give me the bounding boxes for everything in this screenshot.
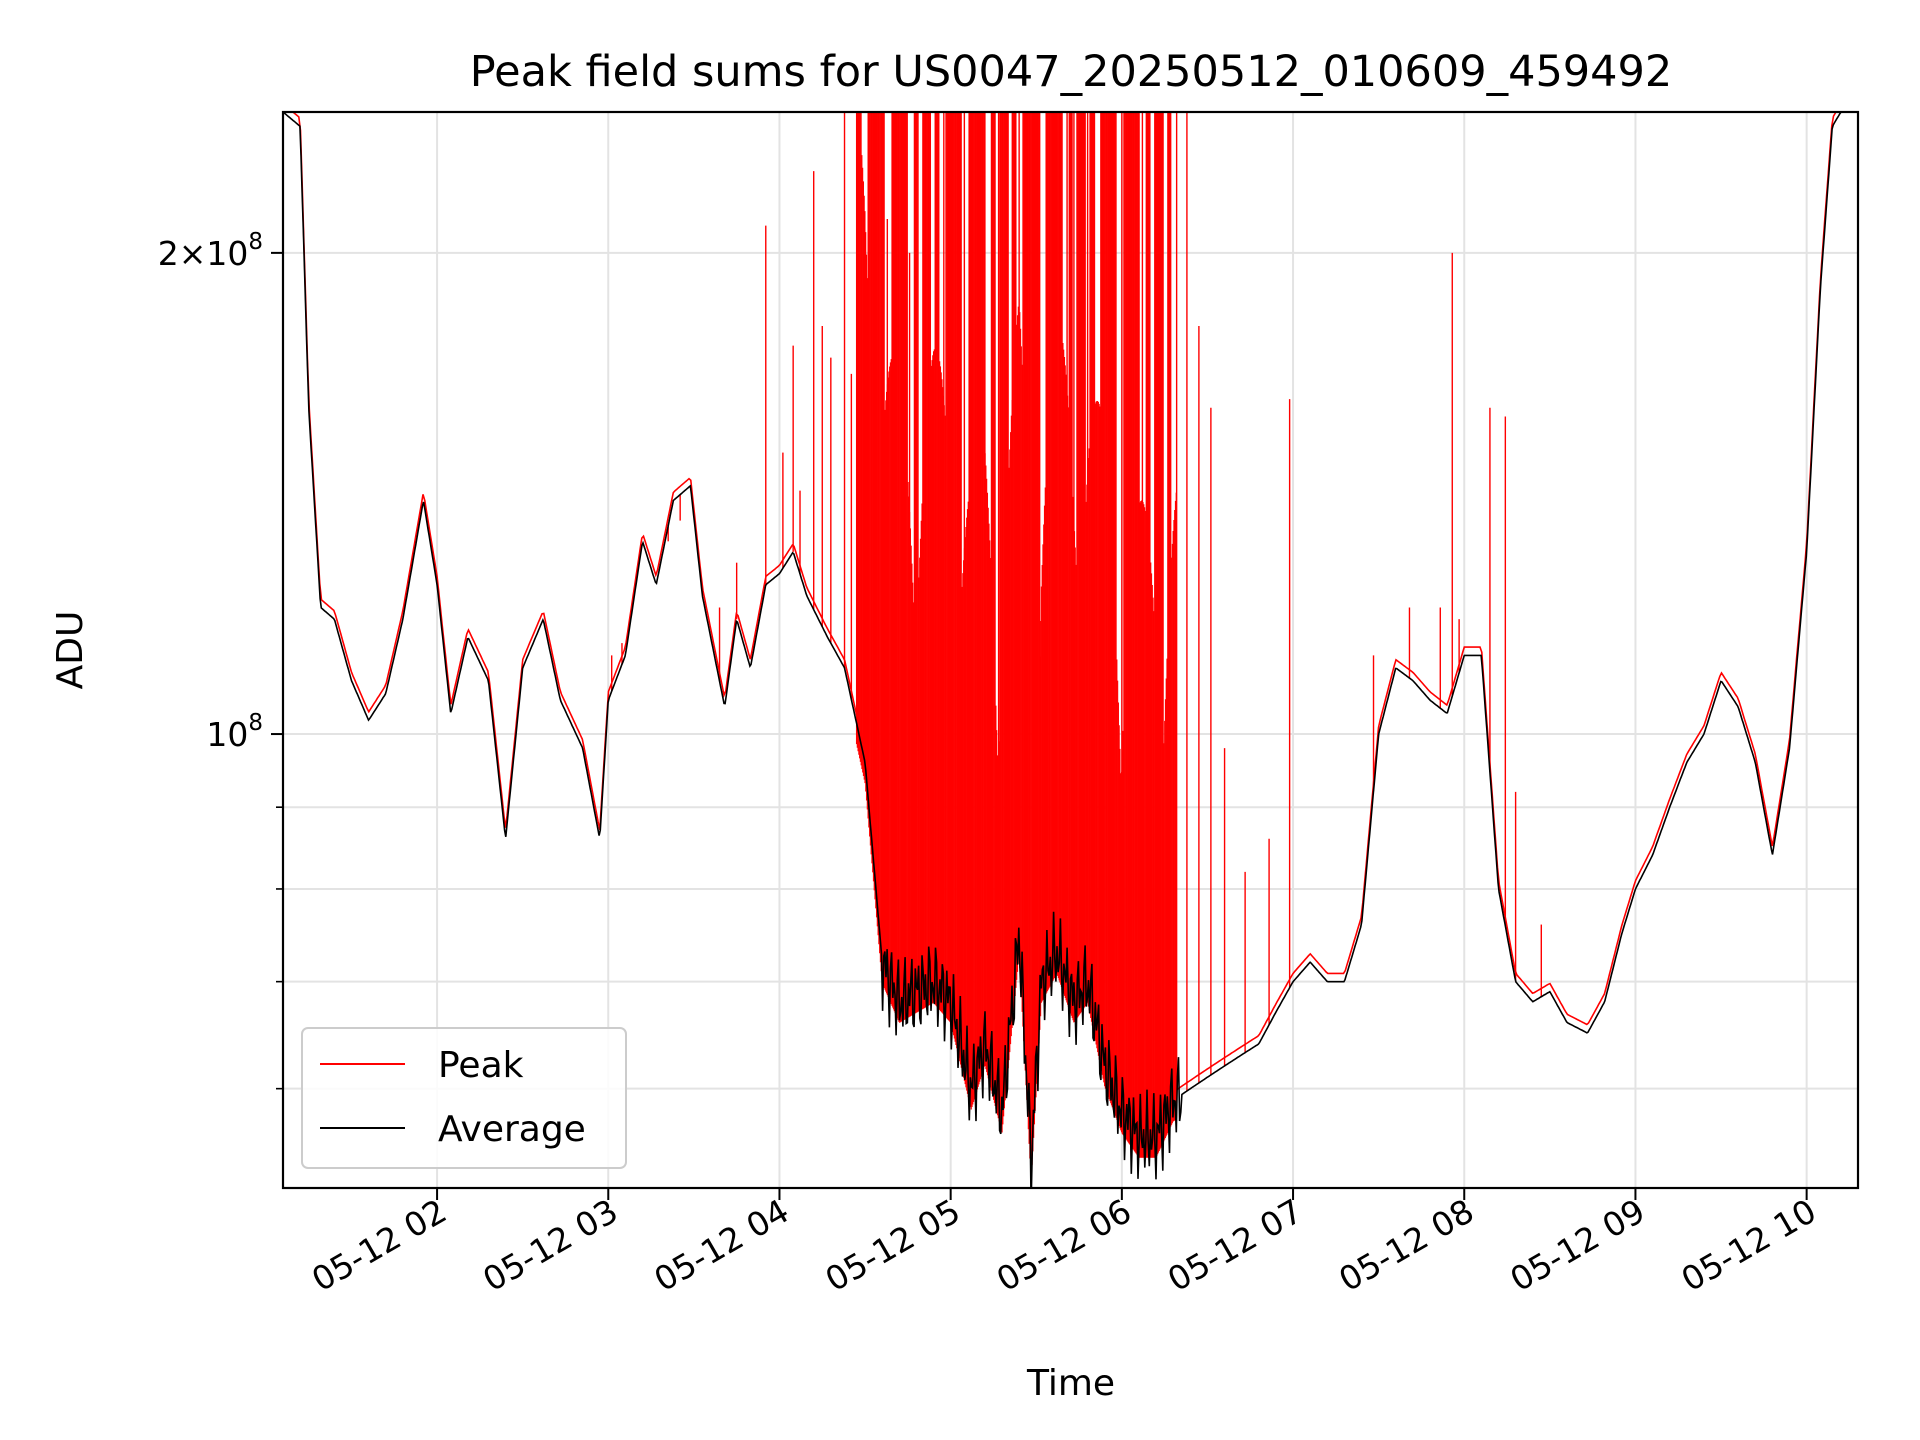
x-tick-label: 05-12 02	[305, 1191, 453, 1299]
x-tick-label: 05-12 05	[819, 1191, 967, 1299]
legend-label-average: Average	[438, 1109, 586, 1150]
y-tick-label: 108	[206, 710, 263, 754]
series-line-average	[283, 112, 1858, 1188]
x-tick-label: 05-12 04	[647, 1191, 795, 1299]
x-tick-label: 05-12 03	[476, 1191, 624, 1299]
x-tick-label: 05-12 06	[990, 1191, 1138, 1299]
x-tick-label: 05-12 08	[1332, 1191, 1480, 1299]
y-axis-label: ADU	[50, 611, 91, 690]
chart-title: Peak field sums for US0047_20250512_0106…	[470, 47, 1673, 97]
x-axis-label: Time	[1026, 1363, 1115, 1404]
x-tick-label: 05-12 09	[1503, 1191, 1651, 1299]
plot-area	[283, 112, 1858, 1188]
legend: Peak Average	[301, 1027, 627, 1169]
x-axis: 05-12 02 05-12 03 05-12 04 05-12 05 05-12 06…	[305, 1188, 1823, 1299]
legend-label-peak: Peak	[438, 1045, 524, 1086]
y-tick-label: 2×108	[158, 229, 263, 273]
peak-dense-band	[855, 112, 1177, 1179]
y-axis: 108 2×108	[158, 229, 283, 1090]
plot-frame	[281, 110, 1860, 1190]
x-tick-label: 05-12 07	[1161, 1191, 1309, 1299]
x-tick-label: 05-12 10	[1675, 1191, 1823, 1299]
